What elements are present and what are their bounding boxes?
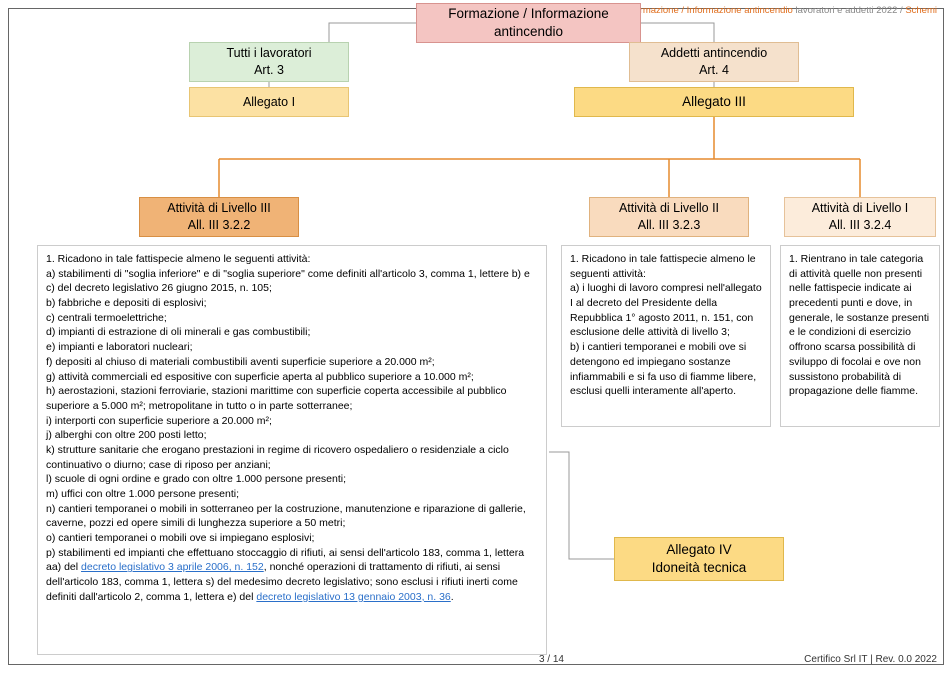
tb3-g: g) attività commerciali ed espositive co…: [46, 370, 538, 385]
allegato4-line1: Allegato IV: [666, 541, 731, 559]
link-dlgs-152-2006[interactable]: decreto legislativo 3 aprile 2006, n. 15…: [81, 561, 264, 573]
tb3-c: c) centrali termoelettriche;: [46, 311, 538, 326]
tb3-h: h) aerostazioni, stazioni ferroviarie, s…: [46, 384, 538, 413]
liv3-line1: Attività di Livello III: [167, 200, 271, 217]
tb3-a: a) stabilimenti di "soglia inferiore" e …: [46, 267, 538, 296]
allegato4-line2: Idoneità tecnica: [652, 559, 747, 577]
tb3-m: m) uffici con oltre 1.000 persone presen…: [46, 487, 538, 502]
allegato1-node: Allegato I: [189, 87, 349, 117]
livello1-node: Attività di Livello I All. III 3.2.4: [784, 197, 936, 237]
allegato3-label: Allegato III: [682, 93, 746, 111]
liv2-line1: Attività di Livello II: [619, 200, 719, 217]
liv2-line2: All. III 3.2.3: [638, 217, 701, 234]
tb3-f: f) depositi al chiuso di materiali combu…: [46, 355, 538, 370]
tb3-k: k) strutture sanitarie che erogano prest…: [46, 443, 538, 472]
breadcrumb: Formazione / Informazione antincendio la…: [629, 5, 937, 16]
root-node: Formazione / Informazione antincendio: [416, 3, 641, 43]
breadcrumb-part1: Formazione / Informazione antincendio: [629, 5, 793, 16]
addetti-line1: Addetti antincendio: [661, 45, 767, 62]
tb3-p: p) stabilimenti ed impianti che effettua…: [46, 546, 538, 605]
tb3-i: i) interporti con superficie superiore a…: [46, 414, 538, 429]
allegato3-node: Allegato III: [574, 87, 854, 117]
footer-rev: Certifico Srl IT | Rev. 0.0 2022: [804, 654, 937, 665]
tb3-n: n) cantieri temporanei o mobili in sotte…: [46, 502, 538, 531]
allegato4-node: Allegato IV Idoneità tecnica: [614, 537, 784, 581]
page-frame: Formazione / Informazione antincendio la…: [8, 8, 944, 665]
liv3-line2: All. III 3.2.2: [188, 217, 251, 234]
liv1-line1: Attività di Livello I: [812, 200, 909, 217]
root-line1: Formazione / Informazione: [448, 5, 609, 23]
breadcrumb-part3: Schemi: [905, 5, 937, 16]
liv1-line2: All. III 3.2.4: [829, 217, 892, 234]
tb3-b: b) fabbriche e depositi di esplosivi;: [46, 296, 538, 311]
breadcrumb-part2: lavoratori e addetti 2022 /: [793, 5, 906, 16]
tb3-d: d) impianti di estrazione di oli mineral…: [46, 325, 538, 340]
tb3-j: j) alberghi con oltre 200 posti letto;: [46, 428, 538, 443]
tb3-l: l) scuole di ogni ordine e grado con olt…: [46, 472, 538, 487]
livello3-node: Attività di Livello III All. III 3.2.2: [139, 197, 299, 237]
livello2-node: Attività di Livello II All. III 3.2.3: [589, 197, 749, 237]
lavoratori-line2: Art. 3: [254, 62, 284, 79]
root-line2: antincendio: [494, 23, 563, 41]
allegato1-label: Allegato I: [243, 94, 295, 111]
livello2-text: 1. Ricadono in tale fattispecie almeno l…: [561, 245, 771, 427]
livello1-text: 1. Rientrano in tale categoria di attivi…: [780, 245, 940, 427]
tb3-o: o) cantieri temporanei o mobili ove si i…: [46, 531, 538, 546]
addetti-node: Addetti antincendio Art. 4: [629, 42, 799, 82]
lavoratori-line1: Tutti i lavoratori: [227, 45, 312, 62]
tb3-intro: 1. Ricadono in tale fattispecie almeno l…: [46, 252, 538, 267]
tb3-p-post: .: [451, 591, 454, 603]
link-dlgs-36-2003[interactable]: decreto legislativo 13 gennaio 2003, n. …: [256, 591, 450, 603]
footer-page: 3 / 14: [9, 654, 564, 665]
livello3-text: 1. Ricadono in tale fattispecie almeno l…: [37, 245, 547, 655]
lavoratori-node: Tutti i lavoratori Art. 3: [189, 42, 349, 82]
tb3-e: e) impianti e laboratori nucleari;: [46, 340, 538, 355]
addetti-line2: Art. 4: [699, 62, 729, 79]
